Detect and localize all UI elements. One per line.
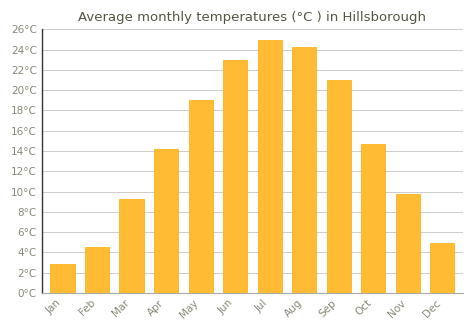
Bar	[292, 47, 316, 293]
Bar	[396, 194, 420, 293]
Bar	[50, 264, 74, 293]
Bar	[223, 60, 247, 293]
Bar	[85, 247, 109, 293]
Bar	[327, 80, 351, 293]
Bar	[119, 199, 144, 293]
Bar	[189, 100, 213, 293]
Bar	[154, 149, 178, 293]
Bar	[361, 144, 385, 293]
Bar	[430, 243, 454, 293]
Title: Average monthly temperatures (°C ) in Hillsborough: Average monthly temperatures (°C ) in Hi…	[78, 11, 427, 24]
Bar	[257, 40, 282, 293]
